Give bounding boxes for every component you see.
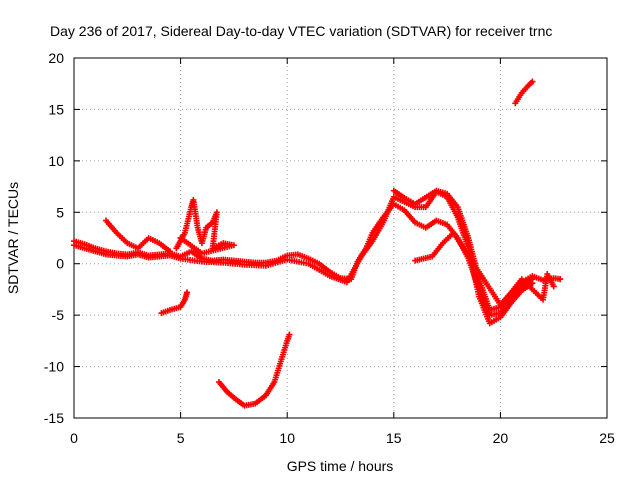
x-tick-label: 15 [386, 430, 402, 446]
series-segment-spikes [173, 196, 237, 257]
series-segment-misc [412, 229, 557, 308]
y-tick-label: 5 [56, 204, 64, 220]
data-point [550, 283, 557, 290]
x-tick-label: 25 [599, 430, 615, 446]
data-point [286, 331, 293, 338]
y-tick-label: 0 [56, 256, 64, 272]
x-tick-label: 5 [177, 430, 185, 446]
data-point [183, 289, 190, 296]
data-point [166, 248, 173, 255]
data-point [557, 276, 564, 283]
series-main-track-a [71, 201, 536, 319]
x-axis-label: GPS time / hours [287, 458, 394, 474]
y-tick-label: -15 [44, 410, 64, 426]
y-tick-label: 20 [48, 50, 64, 66]
plot-frame [73, 57, 608, 419]
y-tick-label: -5 [52, 307, 65, 323]
y-tick-label: -10 [44, 359, 64, 375]
y-tick-label: 10 [48, 153, 64, 169]
x-tick-label: 10 [279, 430, 295, 446]
x-tick-label: 20 [493, 430, 509, 446]
y-axis-label: SDTVAR / TECUs [5, 182, 21, 294]
data-points [71, 78, 564, 409]
data-point [529, 280, 536, 287]
series-segment-lower-small [158, 289, 190, 317]
data-point [529, 78, 536, 85]
grid-lines [74, 58, 607, 418]
axis-ticks: 0 5 10 15 20 25 -15 -10 -5 0 5 10 15 20 [44, 50, 615, 446]
x-tick-label: 0 [70, 430, 78, 446]
series-segment-deep-dip [215, 331, 293, 409]
chart-title: Day 236 of 2017, Sidereal Day-to-day VTE… [50, 23, 552, 39]
series-segment-upper-right [512, 78, 536, 107]
series-segment-upper-left [102, 217, 173, 255]
data-point [177, 235, 184, 241]
y-tick-label: 15 [48, 101, 64, 117]
